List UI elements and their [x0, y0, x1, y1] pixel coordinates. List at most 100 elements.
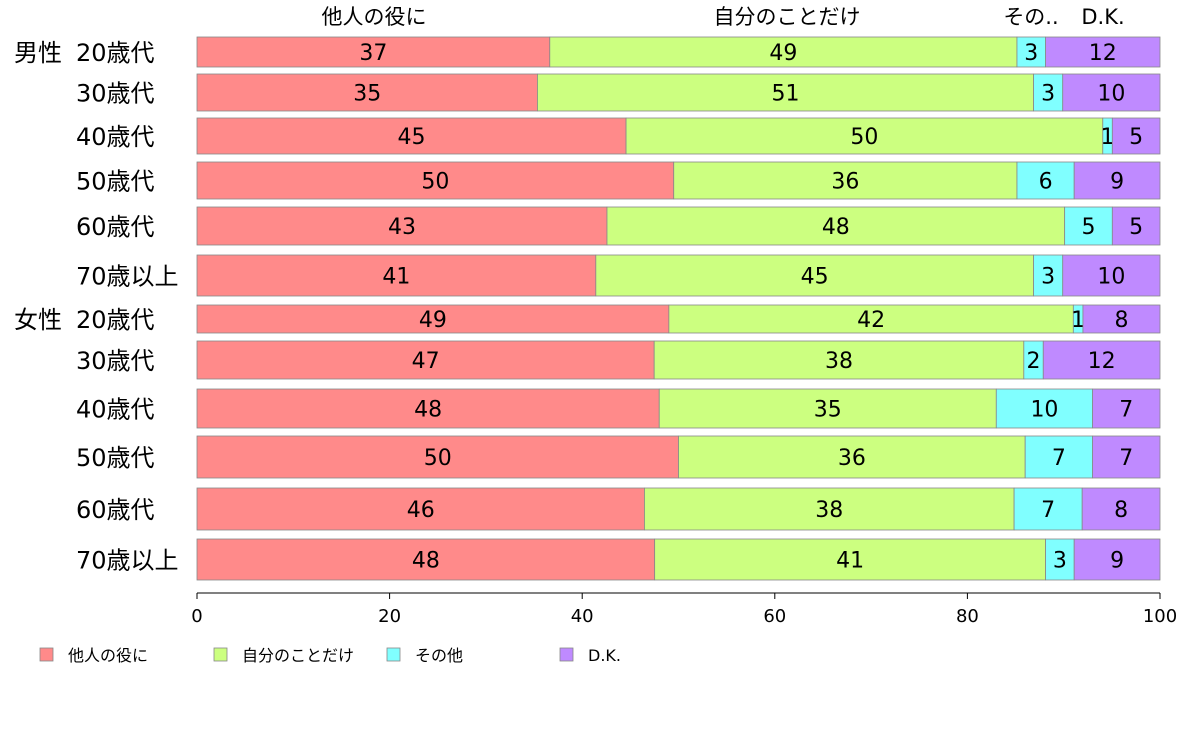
- bar-seg-0-2: [1016, 36, 1046, 68]
- row-label-1: 30歳代: [76, 80, 155, 108]
- row-label-9: 50歳代: [76, 444, 155, 472]
- bar-seg-5-3: [1062, 254, 1161, 297]
- data-label-6-1: 42: [857, 308, 885, 333]
- bar-seg-7-3: [1042, 340, 1161, 380]
- data-label-4-1: 48: [822, 215, 850, 240]
- data-label-3-1: 36: [831, 170, 859, 195]
- data-label-5-3: 10: [1097, 265, 1125, 290]
- x-tick-label-4: 80: [956, 606, 979, 627]
- data-label-0-2: 3: [1024, 41, 1038, 66]
- bar-seg-10-0: [196, 487, 645, 531]
- bar-seg-9-0: [196, 435, 679, 479]
- bar-seg-8-0: [196, 388, 660, 429]
- legend-label-2: その他: [415, 646, 463, 665]
- bar-seg-4-1: [606, 206, 1066, 246]
- bar-seg-2-3: [1111, 117, 1161, 155]
- bar-seg-0-1: [549, 36, 1018, 68]
- data-label-11-2: 3: [1053, 549, 1067, 574]
- legend: 他人の役に 自分のことだけ その他 D.K.: [39, 646, 621, 665]
- data-label-10-3: 8: [1114, 498, 1128, 523]
- column-header-3: D.K.: [1081, 5, 1124, 29]
- data-label-0-3: 12: [1089, 41, 1117, 66]
- x-tick-label-1: 20: [378, 606, 401, 627]
- bar-seg-8-2: [995, 388, 1093, 429]
- column-headers: 他人の役に 自分のことだけ その.. D.K.: [322, 5, 1125, 29]
- data-label-10-0: 46: [407, 498, 435, 523]
- bar-seg-7-1: [653, 340, 1025, 380]
- data-label-9-2: 7: [1052, 446, 1066, 471]
- bar-seg-9-3: [1092, 435, 1161, 479]
- bar-seg-5-1: [595, 254, 1034, 297]
- row-label-2: 40歳代: [76, 123, 155, 151]
- bar-seg-3-3: [1073, 161, 1161, 200]
- data-label-6-2: 1: [1071, 308, 1085, 333]
- bar-seg-4-2: [1064, 206, 1113, 246]
- legend-label-1: 自分のことだけ: [242, 646, 354, 665]
- bar-seg-8-1: [658, 388, 997, 429]
- bar-seg-10-3: [1081, 487, 1161, 531]
- data-label-5-0: 41: [382, 265, 410, 290]
- data-label-7-3: 12: [1088, 349, 1116, 374]
- row-label-5: 70歳以上: [76, 263, 179, 291]
- legend-swatch-1: [213, 647, 228, 662]
- legend-label-0: 他人の役に: [68, 646, 148, 665]
- legend-swatch-2: [386, 647, 401, 662]
- data-label-6-0: 49: [419, 308, 447, 333]
- data-label-8-0: 48: [414, 398, 442, 423]
- bar-seg-3-0: [196, 161, 675, 200]
- data-label-5-1: 45: [801, 265, 829, 290]
- data-label-0-1: 49: [769, 41, 797, 66]
- data-label-8-3: 7: [1119, 398, 1133, 423]
- data-label-3-3: 9: [1110, 170, 1124, 195]
- data-label-11-0: 48: [412, 549, 440, 574]
- data-label-8-1: 35: [814, 398, 842, 423]
- row-labels: 20歳代 30歳代 40歳代 50歳代 60歳代 70歳以上 20歳代 30歳代 40歳代 50歳…: [14, 39, 179, 575]
- data-label-0-0: 37: [359, 41, 387, 66]
- data-label-7-1: 38: [825, 349, 853, 374]
- data-label-7-2: 2: [1027, 349, 1041, 374]
- row-label-3: 50歳代: [76, 168, 155, 196]
- legend-swatch-3: [559, 647, 574, 662]
- column-header-1: 自分のことだけ: [714, 5, 861, 29]
- data-label-10-1: 38: [815, 498, 843, 523]
- row-label-4: 60歳代: [76, 213, 155, 241]
- data-label-9-1: 36: [838, 446, 866, 471]
- x-tick-label-2: 40: [571, 606, 594, 627]
- data-label-5-2: 3: [1041, 265, 1055, 290]
- bar-seg-4-0: [196, 206, 608, 246]
- bar-seg-1-1: [537, 73, 1034, 112]
- data-label-3-0: 50: [421, 170, 449, 195]
- bar-seg-4-3: [1111, 206, 1161, 246]
- x-axis: 0 20 40 60 80 100: [191, 592, 1177, 627]
- column-header-0: 他人の役に: [322, 5, 427, 29]
- data-label-3-2: 6: [1039, 170, 1053, 195]
- row-label-6: 20歳代: [76, 306, 155, 334]
- row-label-11: 70歳以上: [76, 547, 179, 575]
- bar-seg-5-0: [196, 254, 597, 297]
- data-label-4-0: 43: [388, 215, 416, 240]
- data-label-4-2: 5: [1081, 215, 1095, 240]
- bar-seg-6-3: [1082, 304, 1161, 334]
- x-tick-label-0: 0: [191, 606, 202, 627]
- row-label-0: 20歳代: [76, 39, 155, 67]
- bar-seg-8-3: [1092, 388, 1161, 429]
- data-label-2-2: 1: [1101, 125, 1115, 150]
- data-label-7-0: 47: [412, 349, 440, 374]
- data-label-2-0: 45: [398, 125, 426, 150]
- data-label-1-1: 51: [772, 82, 800, 107]
- bar-seg-3-1: [673, 161, 1018, 200]
- data-label-8-2: 10: [1030, 398, 1058, 423]
- data-label-2-1: 50: [850, 125, 878, 150]
- bar-seg-11-3: [1073, 538, 1161, 581]
- bar-seg-2-0: [196, 117, 627, 155]
- data-label-1-2: 3: [1041, 82, 1055, 107]
- bar-seg-1-0: [196, 73, 538, 112]
- bar-seg-0-3: [1045, 36, 1161, 68]
- bar-seg-5-2: [1033, 254, 1064, 297]
- bar-seg-3-2: [1016, 161, 1075, 200]
- data-label-9-3: 7: [1119, 446, 1133, 471]
- row-label-7: 30歳代: [76, 347, 155, 375]
- bar-seg-0-0: [196, 36, 551, 68]
